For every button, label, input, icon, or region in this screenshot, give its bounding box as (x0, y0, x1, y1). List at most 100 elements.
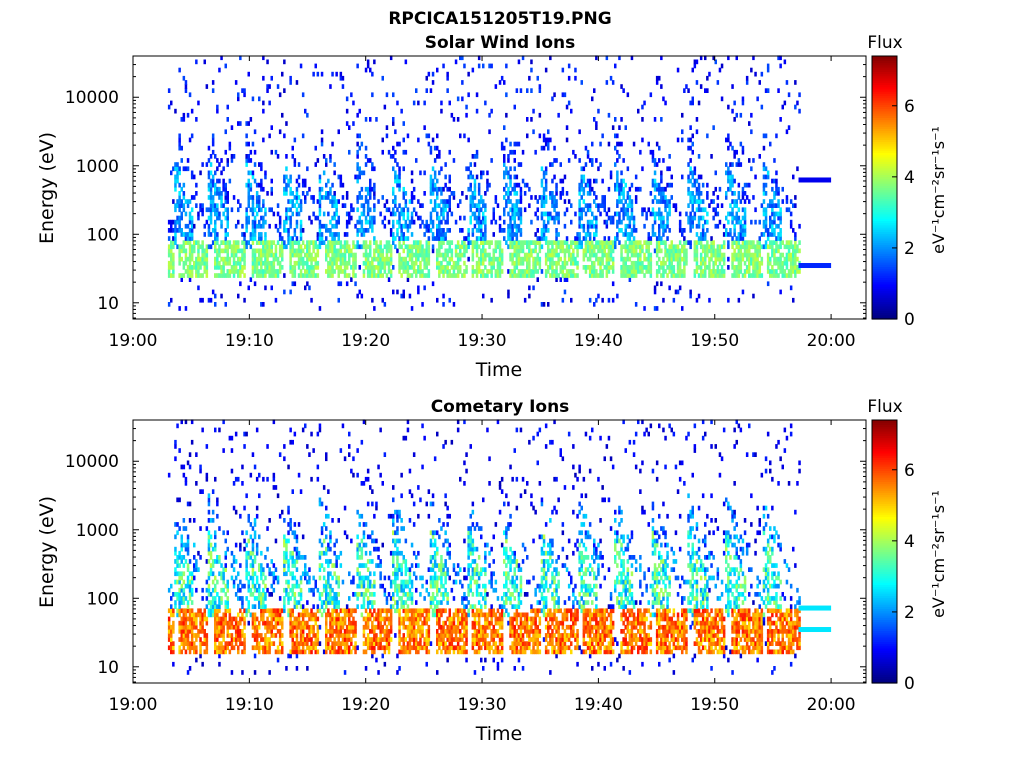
spectrogram-cell (222, 645, 225, 651)
spectrogram-cell (699, 55, 703, 61)
spectrogram-cell (706, 182, 709, 188)
spectrogram-cell (448, 260, 451, 266)
spectrogram-cell (500, 256, 504, 262)
spectrogram-cell (218, 649, 221, 655)
spectrogram-cell (167, 616, 171, 622)
spectrogram-cell (243, 431, 246, 437)
spectrogram-cell (758, 260, 761, 266)
spectrogram-cell (260, 232, 263, 237)
spectrogram-cell (180, 637, 183, 642)
spectrogram-cell (209, 178, 213, 184)
spectrogram-cell (237, 649, 240, 655)
spectrogram-cell (366, 269, 370, 274)
spectrogram-cell (255, 248, 259, 254)
spectrogram-cell (184, 620, 188, 626)
spectrogram-cell (318, 191, 322, 196)
spectrogram-cell (517, 162, 521, 167)
spectrogram-cell (255, 199, 259, 204)
spectrogram-cell (664, 240, 667, 245)
spectrogram-cell (477, 191, 481, 196)
spectrogram-cell (666, 248, 669, 254)
spectrogram-cell (553, 158, 556, 163)
spectrogram-cell (253, 256, 257, 262)
spectrogram-cell (450, 252, 454, 258)
spectrogram-cell (509, 236, 512, 241)
spectrogram-cell (459, 133, 462, 139)
spectrogram-cell (216, 104, 219, 110)
spectrogram-cell (316, 232, 320, 237)
spectrogram-cell (427, 141, 431, 147)
spectrogram-cell (555, 191, 558, 196)
spectrogram-cell (697, 100, 701, 106)
spectrogram-cell (253, 223, 257, 229)
spectrogram-cell (750, 244, 753, 250)
spectrogram-cell (234, 244, 238, 250)
spectrogram-cell (555, 277, 558, 282)
spectrogram-cell (299, 223, 303, 229)
spectrogram-cell (205, 641, 209, 646)
spectrogram-cell (507, 191, 510, 196)
spectrogram-cell (237, 199, 240, 204)
spectrogram-cell (517, 223, 521, 229)
spectrogram-cell (595, 55, 598, 61)
spectrogram-cell (201, 297, 204, 303)
spectrogram-cell (771, 223, 774, 229)
spectrogram-cell (754, 273, 757, 278)
spectrogram-cell (668, 265, 671, 270)
spectrogram-cell (591, 162, 594, 167)
spectrogram-cell (482, 273, 485, 278)
spectrogram-cell (456, 240, 460, 245)
spectrogram-cell (551, 244, 554, 250)
spectrogram-cell (758, 80, 761, 85)
spectrogram-cell (205, 620, 209, 626)
spectrogram-cell (563, 289, 567, 295)
spectrogram-cell (503, 154, 506, 159)
spectrogram-cell (209, 555, 213, 560)
spectrogram-cell (779, 117, 782, 122)
spectrogram-cell (442, 186, 445, 192)
spectrogram-cell (695, 59, 699, 65)
spectrogram-cell (253, 129, 257, 135)
spectrogram-cell (253, 248, 257, 254)
spectrogram-cell (490, 240, 493, 245)
spectrogram-cell (662, 256, 665, 262)
colorbar-segment (872, 126, 897, 129)
spectrogram-cell (526, 182, 529, 188)
spectrogram-cell (678, 273, 682, 278)
spectrogram-cell (540, 232, 544, 237)
colorbar-segment (872, 60, 897, 64)
spectrogram-cell (557, 219, 560, 225)
spectrogram-cell (356, 195, 359, 200)
spectrogram-cell (787, 244, 791, 250)
spectrogram-cell (251, 195, 255, 200)
spectrogram-cell (188, 629, 192, 634)
spectrogram-cell (180, 542, 183, 548)
spectrogram-cell (186, 579, 190, 585)
spectrogram-cell (184, 419, 188, 425)
spectrogram-cell (660, 84, 663, 89)
spectrogram-cell (243, 624, 246, 630)
colorbar-segment (872, 180, 897, 184)
spectrogram-cell (773, 215, 776, 221)
spectrogram-cell (521, 269, 525, 274)
spectrogram-cell (572, 273, 575, 278)
spectrogram-cell (505, 203, 508, 208)
spectrogram-cell (389, 269, 393, 274)
spectrogram-cell (226, 211, 229, 217)
spectrogram-cell (222, 575, 225, 581)
spectrogram-cell (697, 203, 701, 208)
spectrogram-cell (450, 256, 454, 262)
spectrogram-cell (333, 269, 336, 274)
spectrogram-cell (639, 269, 642, 274)
spectrogram-cell (417, 100, 420, 106)
spectrogram-cell (243, 240, 246, 245)
spectrogram-cell (475, 236, 479, 241)
spectrogram-cell (480, 269, 483, 274)
spectrogram-cell (748, 248, 751, 254)
spectrogram-cell (247, 121, 250, 126)
spectrogram-cell (174, 182, 177, 188)
spectrogram-cell (329, 219, 332, 225)
spectrogram-cell (415, 273, 418, 278)
spectrogram-cell (519, 186, 523, 192)
spectrogram-cell (218, 661, 221, 667)
